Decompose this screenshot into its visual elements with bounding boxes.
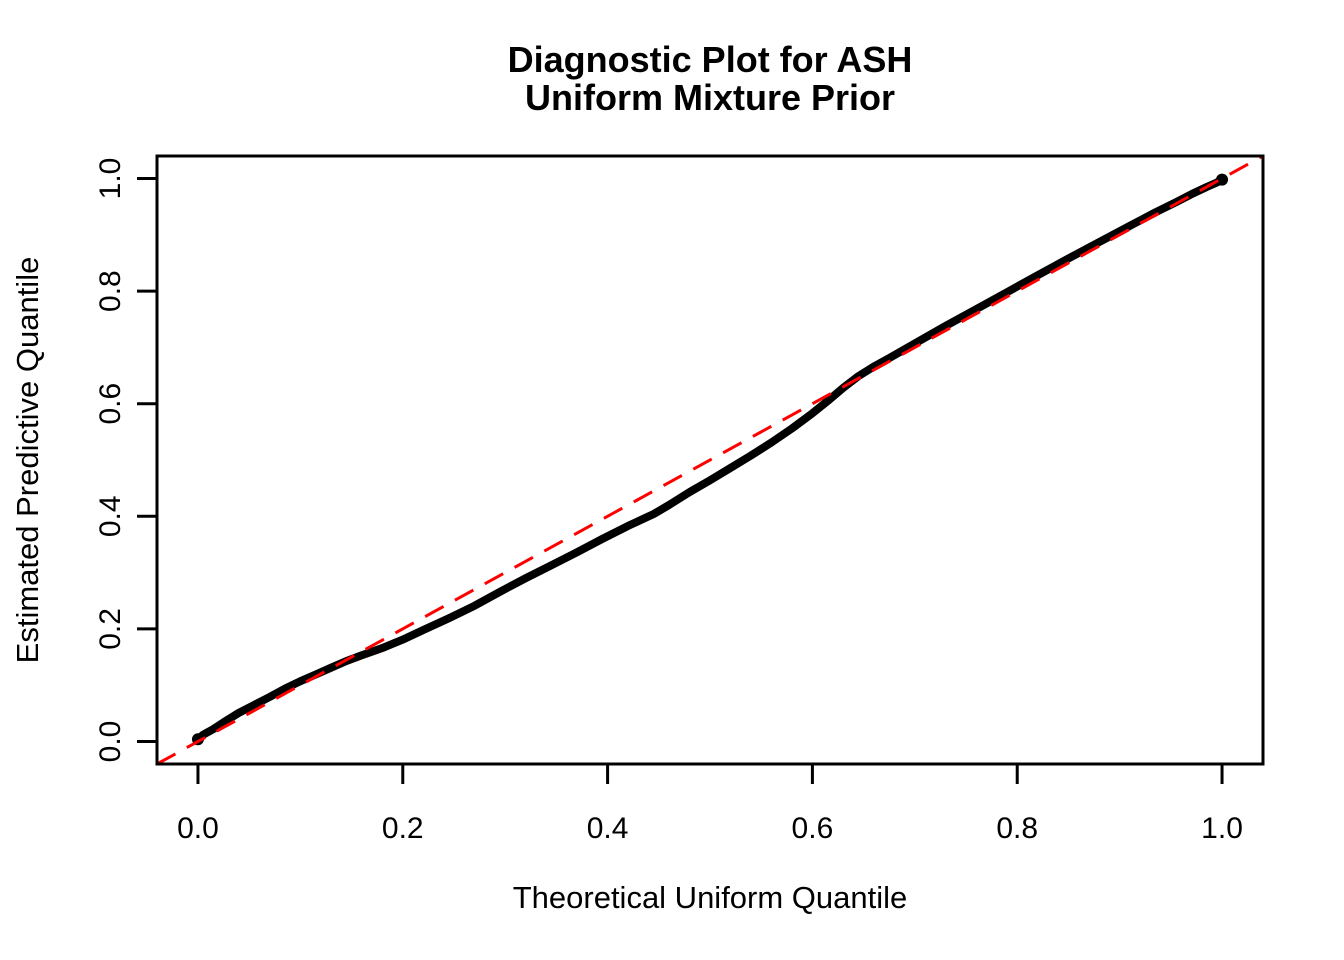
qq-curve-end-point xyxy=(1216,173,1229,186)
x-axis-tick-label: 0.8 xyxy=(996,812,1038,845)
chart-title-line-2: Uniform Mixture Prior xyxy=(525,77,895,118)
y-axis-tick-label: 0.6 xyxy=(94,383,127,425)
y-axis-title: Estimated Predictive Quantile xyxy=(10,257,45,664)
x-axis-tick-label: 1.0 xyxy=(1201,812,1243,845)
x-axis-tick-label: 0.4 xyxy=(587,812,629,845)
x-axis-tick-label: 0.2 xyxy=(382,812,424,845)
reference-line xyxy=(156,154,1264,766)
x-axis-tick-label: 0.6 xyxy=(792,812,834,845)
y-axis-tick-label: 0.2 xyxy=(94,608,127,650)
x-axis-title: Theoretical Uniform Quantile xyxy=(513,880,908,915)
x-axis-tick-label: 0.0 xyxy=(177,812,219,845)
y-axis-tick-label: 0.4 xyxy=(94,495,127,537)
chart-title-line-1: Diagnostic Plot for ASH xyxy=(508,39,913,80)
qq-curve xyxy=(194,175,1226,744)
y-axis-tick-label: 0.0 xyxy=(94,721,127,763)
plot-border xyxy=(155,154,1265,766)
y-axis-tick-label: 1.0 xyxy=(94,158,127,200)
y-axis-tick-label: 0.8 xyxy=(94,270,127,312)
